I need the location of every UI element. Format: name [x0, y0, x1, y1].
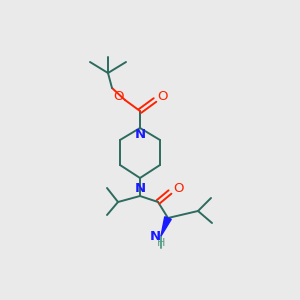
Polygon shape [161, 217, 171, 236]
Text: O: O [173, 182, 183, 196]
Text: O: O [113, 89, 123, 103]
Text: N: N [134, 128, 146, 142]
Text: H: H [157, 238, 165, 248]
Text: N: N [134, 182, 146, 196]
Text: O: O [158, 91, 168, 103]
Text: N: N [149, 230, 161, 242]
